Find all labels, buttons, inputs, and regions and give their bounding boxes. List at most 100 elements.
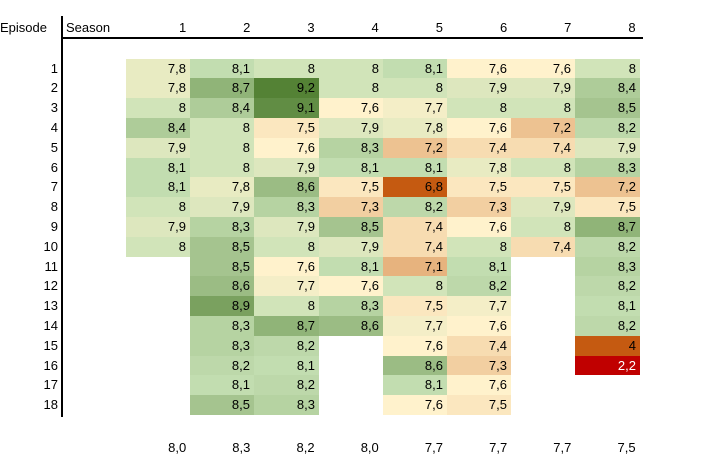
rating-cell-s8-e2: 8,4 bbox=[575, 78, 640, 98]
rating-cell-s3-e5: 7,6 bbox=[254, 138, 319, 158]
rating-cell-s1-e3: 8 bbox=[126, 98, 190, 118]
rating-cell-s5-e12: 8 bbox=[383, 276, 447, 296]
episode-14-label: 14 bbox=[43, 317, 58, 333]
rating-cell-s3-e8: 8,3 bbox=[254, 197, 319, 217]
episode-6-label: 6 bbox=[50, 159, 58, 175]
rating-cell-s5-e6: 8,1 bbox=[383, 158, 447, 177]
rating-cell-s5-e4: 7,8 bbox=[383, 118, 447, 138]
rating-cell-s8-e13: 8,1 bbox=[575, 296, 640, 316]
rating-cell-s6-e15: 7,4 bbox=[447, 336, 511, 356]
rating-cell-s1-e9: 7,9 bbox=[126, 217, 190, 237]
rating-cell-s7-e5: 7,4 bbox=[511, 138, 575, 158]
rating-cell-s8-e16: 2,2 bbox=[575, 356, 640, 375]
rating-cell-s6-e4: 7,6 bbox=[447, 118, 511, 138]
rating-cell-s2-e5: 8 bbox=[190, 138, 254, 158]
rating-cell-s7-e7: 7,5 bbox=[511, 177, 575, 197]
rating-cell-s1-e5: 7,9 bbox=[126, 138, 190, 158]
rating-cell-s2-e4: 8 bbox=[190, 118, 254, 138]
rating-cell-s1-e10: 8 bbox=[126, 237, 190, 257]
rating-cell-s6-e18: 7,5 bbox=[447, 395, 511, 415]
rating-cell-s3-e3: 9,1 bbox=[254, 98, 319, 118]
rating-cell-s1-e4: 8,4 bbox=[126, 118, 190, 138]
season-5-header: 5 bbox=[435, 20, 443, 35]
rating-cell-s4-e11: 8,1 bbox=[319, 257, 383, 276]
rating-cell-s7-e8: 7,9 bbox=[511, 197, 575, 217]
rating-cell-s3-e17: 8,2 bbox=[254, 375, 319, 395]
rating-cell-s1-e1: 7,8 bbox=[126, 59, 190, 78]
season-2-average: 8,3 bbox=[232, 440, 251, 455]
season-1-header: 1 bbox=[178, 20, 187, 35]
rating-cell-s2-e14: 8,3 bbox=[190, 316, 254, 336]
rating-cell-s3-e16: 8,1 bbox=[254, 356, 319, 375]
rating-cell-s4-e4: 7,9 bbox=[319, 118, 383, 138]
rating-cell-s6-e6: 7,8 bbox=[447, 158, 511, 177]
rating-cell-s6-e14: 7,6 bbox=[447, 316, 511, 336]
season-1-average: 8,0 bbox=[168, 440, 187, 455]
rating-cell-s6-e2: 7,9 bbox=[447, 78, 511, 98]
rating-cell-s4-e3: 7,6 bbox=[319, 98, 383, 118]
rating-cell-s1-e2: 7,8 bbox=[126, 78, 190, 98]
rating-cell-s3-e6: 7,9 bbox=[254, 158, 319, 177]
season-4-average: 8,0 bbox=[360, 440, 379, 455]
rating-cell-s2-e7: 7,8 bbox=[190, 177, 254, 197]
rating-cell-s3-e12: 7,7 bbox=[254, 276, 319, 296]
rating-cell-s5-e10: 7,4 bbox=[383, 237, 447, 257]
episode-5-label: 5 bbox=[50, 139, 58, 155]
rating-cell-s2-e15: 8,3 bbox=[190, 336, 254, 356]
rating-cell-s5-e15: 7,6 bbox=[383, 336, 447, 356]
rating-cell-s8-e4: 8,2 bbox=[575, 118, 640, 138]
rating-cell-s5-e2: 8 bbox=[383, 78, 447, 98]
rating-cell-s3-e14: 8,7 bbox=[254, 316, 319, 336]
rating-cell-s8-e11: 8,3 bbox=[575, 257, 640, 276]
rating-cell-s2-e17: 8,1 bbox=[190, 375, 254, 395]
rating-cell-s7-e10: 7,4 bbox=[511, 237, 575, 257]
rating-cell-s8-e3: 8,5 bbox=[575, 98, 640, 118]
rating-cell-s3-e10: 8 bbox=[254, 237, 319, 257]
rating-cell-s6-e3: 8 bbox=[447, 98, 511, 118]
rating-cell-s4-e7: 7,5 bbox=[319, 177, 383, 197]
rating-cell-s3-e15: 8,2 bbox=[254, 336, 319, 356]
season-2-header: 2 bbox=[243, 20, 251, 35]
rating-cell-s5-e11: 7,1 bbox=[383, 257, 447, 276]
episode-18-label: 18 bbox=[43, 397, 58, 413]
episode-13-label: 13 bbox=[43, 298, 58, 314]
rating-cell-s8-e1: 8 bbox=[575, 59, 640, 78]
rating-cell-s3-e4: 7,5 bbox=[254, 118, 319, 138]
episode-column-border bbox=[61, 16, 63, 417]
rating-cell-s5-e7: 6,8 bbox=[383, 177, 447, 197]
rating-cell-s3-e1: 8 bbox=[254, 59, 319, 78]
rating-cell-s2-e8: 7,9 bbox=[190, 197, 254, 217]
season-5-average: 7,7 bbox=[424, 440, 443, 455]
rating-cell-s2-e12: 8,6 bbox=[190, 276, 254, 296]
rating-cell-s2-e10: 8,5 bbox=[190, 237, 254, 257]
season-6-average: 7,7 bbox=[489, 440, 508, 455]
rating-cell-s3-e9: 7,9 bbox=[254, 217, 319, 237]
episode-7-label: 7 bbox=[50, 179, 58, 195]
rating-cell-s8-e14: 8,2 bbox=[575, 316, 640, 336]
rating-cell-s8-e5: 7,9 bbox=[575, 138, 640, 158]
episode-4-label: 4 bbox=[50, 119, 58, 135]
rating-cell-s7-e9: 8 bbox=[511, 217, 575, 237]
episode-12-label: 12 bbox=[43, 278, 58, 294]
rating-cell-s8-e12: 8,2 bbox=[575, 276, 640, 296]
rating-cell-s4-e5: 8,3 bbox=[319, 138, 383, 158]
rating-cell-s4-e6: 8,1 bbox=[319, 158, 383, 177]
season-header: Season bbox=[66, 20, 111, 35]
rating-cell-s3-e7: 8,6 bbox=[254, 177, 319, 197]
rating-cell-s6-e5: 7,4 bbox=[447, 138, 511, 158]
rating-cell-s6-e12: 8,2 bbox=[447, 276, 511, 296]
rating-cell-s2-e11: 8,5 bbox=[190, 257, 254, 276]
episode-11-label: 11 bbox=[44, 258, 59, 274]
episode-3-label: 3 bbox=[50, 100, 58, 116]
rating-cell-s5-e1: 8,1 bbox=[383, 59, 447, 78]
rating-cell-s8-e8: 7,5 bbox=[575, 197, 640, 217]
rating-cell-s5-e18: 7,6 bbox=[383, 395, 447, 415]
rating-cell-s5-e14: 7,7 bbox=[383, 316, 447, 336]
season-7-average: 7,7 bbox=[553, 440, 572, 455]
rating-cell-s7-e3: 8 bbox=[511, 98, 575, 118]
rating-cell-s7-e2: 7,9 bbox=[511, 78, 575, 98]
episode-9-label: 9 bbox=[50, 218, 58, 234]
episode-2-label: 2 bbox=[50, 80, 58, 96]
rating-cell-s3-e11: 7,6 bbox=[254, 257, 319, 276]
rating-cell-s8-e15: 4 bbox=[575, 336, 640, 356]
